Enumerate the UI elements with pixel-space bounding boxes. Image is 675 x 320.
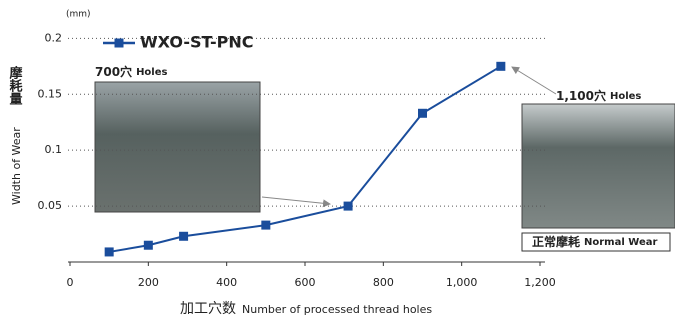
- y-tick-label: 0.15: [38, 87, 63, 100]
- point: [496, 61, 506, 71]
- photo-700: [94, 81, 261, 213]
- annotation: 正常摩耗 Normal Wear: [532, 234, 657, 249]
- photo-1100: [521, 103, 675, 229]
- y-label: Width of Wear: [10, 127, 23, 205]
- x-label: Number of processed thread holes: [242, 303, 432, 316]
- annotations: 700穴 Holes 1,100穴 Holes 正常摩耗 Normal Wear: [95, 64, 657, 249]
- x-tick-label: 1,000: [446, 276, 478, 289]
- point: [343, 201, 353, 211]
- point: [261, 220, 271, 230]
- x-tick-label: 200: [138, 276, 159, 289]
- x-tick-label: 400: [216, 276, 237, 289]
- y-unit: (mm): [66, 10, 91, 20]
- point: [179, 231, 189, 241]
- y-tick-label: 0.1: [45, 143, 63, 156]
- point: [104, 247, 114, 257]
- x-tick-label: 1,200: [524, 276, 556, 289]
- annotation: 1,100穴 Holes: [556, 88, 641, 103]
- annotation-label: 正常摩耗: [532, 234, 580, 249]
- arrow: [511, 66, 557, 95]
- y-tick-label: 0.2: [45, 31, 63, 44]
- annotation-label: 1,100穴: [556, 88, 606, 103]
- y-tick-label: 0.05: [38, 199, 63, 212]
- normal-wear-box: [521, 232, 671, 252]
- x-label-ja: 加工穴数: [180, 301, 236, 317]
- x-tick-label: 0: [67, 276, 74, 289]
- point: [418, 108, 427, 118]
- annotation: 700穴 Holes: [95, 64, 168, 79]
- annotation-unit: Normal Wear: [584, 237, 657, 248]
- annotation-unit: Holes: [610, 91, 641, 102]
- legend-label: WXO-ST-PNC: [140, 33, 254, 52]
- x-tick-label: 600: [295, 276, 316, 289]
- annotation-label: 700穴: [95, 64, 132, 79]
- point: [143, 240, 153, 250]
- arrow: [261, 196, 331, 208]
- legend-marker: [114, 38, 124, 48]
- x-tick-label: 800: [373, 276, 394, 289]
- annotation-unit: Holes: [136, 67, 167, 78]
- y-label-ja: 摩耗量: [7, 65, 23, 106]
